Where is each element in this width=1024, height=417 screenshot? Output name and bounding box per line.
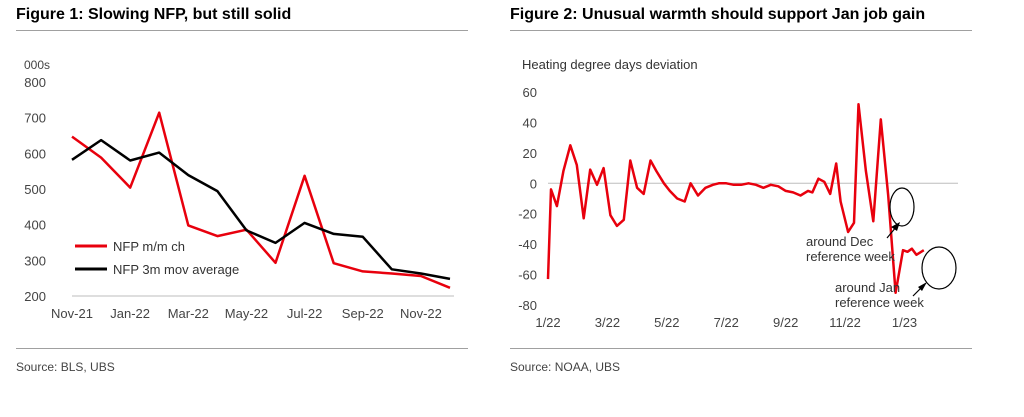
figure1-y-tick-label: 400 bbox=[24, 218, 46, 233]
figure2-chart-title: Heating degree days deviation bbox=[522, 57, 698, 72]
figure2-jan-arrow-head bbox=[918, 282, 927, 291]
figure1-x-tick-label: Sep-22 bbox=[342, 306, 384, 321]
figure2-jan-annotation-line2: reference week bbox=[835, 295, 924, 310]
figure2-title: Figure 2: Unusual warmth should support … bbox=[510, 6, 926, 23]
figure1-y-tick-label: 700 bbox=[24, 111, 46, 126]
figure1-title-rule bbox=[16, 30, 468, 31]
figure1-x-tick-label: Jul-22 bbox=[287, 306, 322, 321]
figure1-legend-label: NFP 3m mov average bbox=[113, 262, 239, 277]
figure2-dec-annotation-line2: reference week bbox=[806, 249, 895, 264]
figure2-y-tick-label: -20 bbox=[518, 207, 537, 222]
figure1-title: Figure 1: Slowing NFP, but still solid bbox=[16, 6, 292, 23]
figure2-source: Source: NOAA, UBS bbox=[510, 360, 621, 374]
figure1-x-tick-label: May-22 bbox=[225, 306, 268, 321]
figure1-x-tick-label: Nov-21 bbox=[51, 306, 93, 321]
figure2-series-line bbox=[546, 102, 925, 295]
figure2-y-tick-label: -60 bbox=[518, 268, 537, 283]
figure2-y-tick-label: -80 bbox=[518, 298, 537, 313]
figure1-x-tick-label: Jan-22 bbox=[110, 306, 150, 321]
figure1-y-tick-label: 200 bbox=[24, 289, 46, 304]
figure2-y-tick-label: 0 bbox=[530, 176, 537, 191]
figure2-dec-annotation-line1: around Dec bbox=[806, 234, 874, 249]
figure1-y-tick-label: 800 bbox=[24, 75, 46, 90]
figure2-source-rule bbox=[510, 348, 972, 349]
figure1-y-tick-label: 300 bbox=[24, 253, 46, 268]
figure2-x-tick-label: 7/22 bbox=[714, 315, 739, 330]
figure2-x-tick-label: 11/22 bbox=[829, 315, 861, 330]
figure1-series-line-1 bbox=[71, 111, 451, 289]
figure2-y-tick-label: 60 bbox=[523, 85, 537, 100]
figure2-dec-arrow-head bbox=[891, 222, 900, 231]
figure1-legend-label: NFP m/m ch bbox=[113, 239, 185, 254]
figure2-jan-highlight-circle bbox=[921, 246, 957, 290]
figure2-x-tick-label: 1/23 bbox=[892, 315, 917, 330]
figure2-y-tick-label: 20 bbox=[523, 146, 537, 161]
figure1-source-rule bbox=[16, 348, 468, 349]
figure1-y-unit-label: 000s bbox=[24, 58, 50, 72]
figure1-x-tick-label: Mar-22 bbox=[168, 306, 209, 321]
figure2-jan-annotation-line1: around Jan bbox=[835, 280, 900, 295]
figure1-source: Source: BLS, UBS bbox=[16, 360, 115, 374]
figure2-x-tick-label: 5/22 bbox=[654, 315, 679, 330]
figure1-y-tick-label: 500 bbox=[24, 182, 46, 197]
figure2-dec-highlight-circle bbox=[889, 187, 915, 227]
figure1-y-tick-label: 600 bbox=[24, 146, 46, 161]
figure2-y-tick-label: 40 bbox=[523, 115, 537, 130]
figure1-x-tick-label: Nov-22 bbox=[400, 306, 442, 321]
figure1-series-line-2 bbox=[71, 138, 451, 281]
figure2-title-rule bbox=[510, 30, 972, 31]
figure2-chart: Heating degree days deviation 60 40 20 0 -20 -… bbox=[518, 57, 958, 330]
figure2-x-tick-label: 1/22 bbox=[535, 315, 560, 330]
figure1-chart: 000s 200 300 400 500 600 700 800 Nov-21 Jan-22 Mar… bbox=[24, 58, 454, 321]
figure2-y-tick-label: -40 bbox=[518, 237, 537, 252]
figure2-x-tick-label: 3/22 bbox=[595, 315, 620, 330]
figure2-x-tick-label: 9/22 bbox=[773, 315, 798, 330]
